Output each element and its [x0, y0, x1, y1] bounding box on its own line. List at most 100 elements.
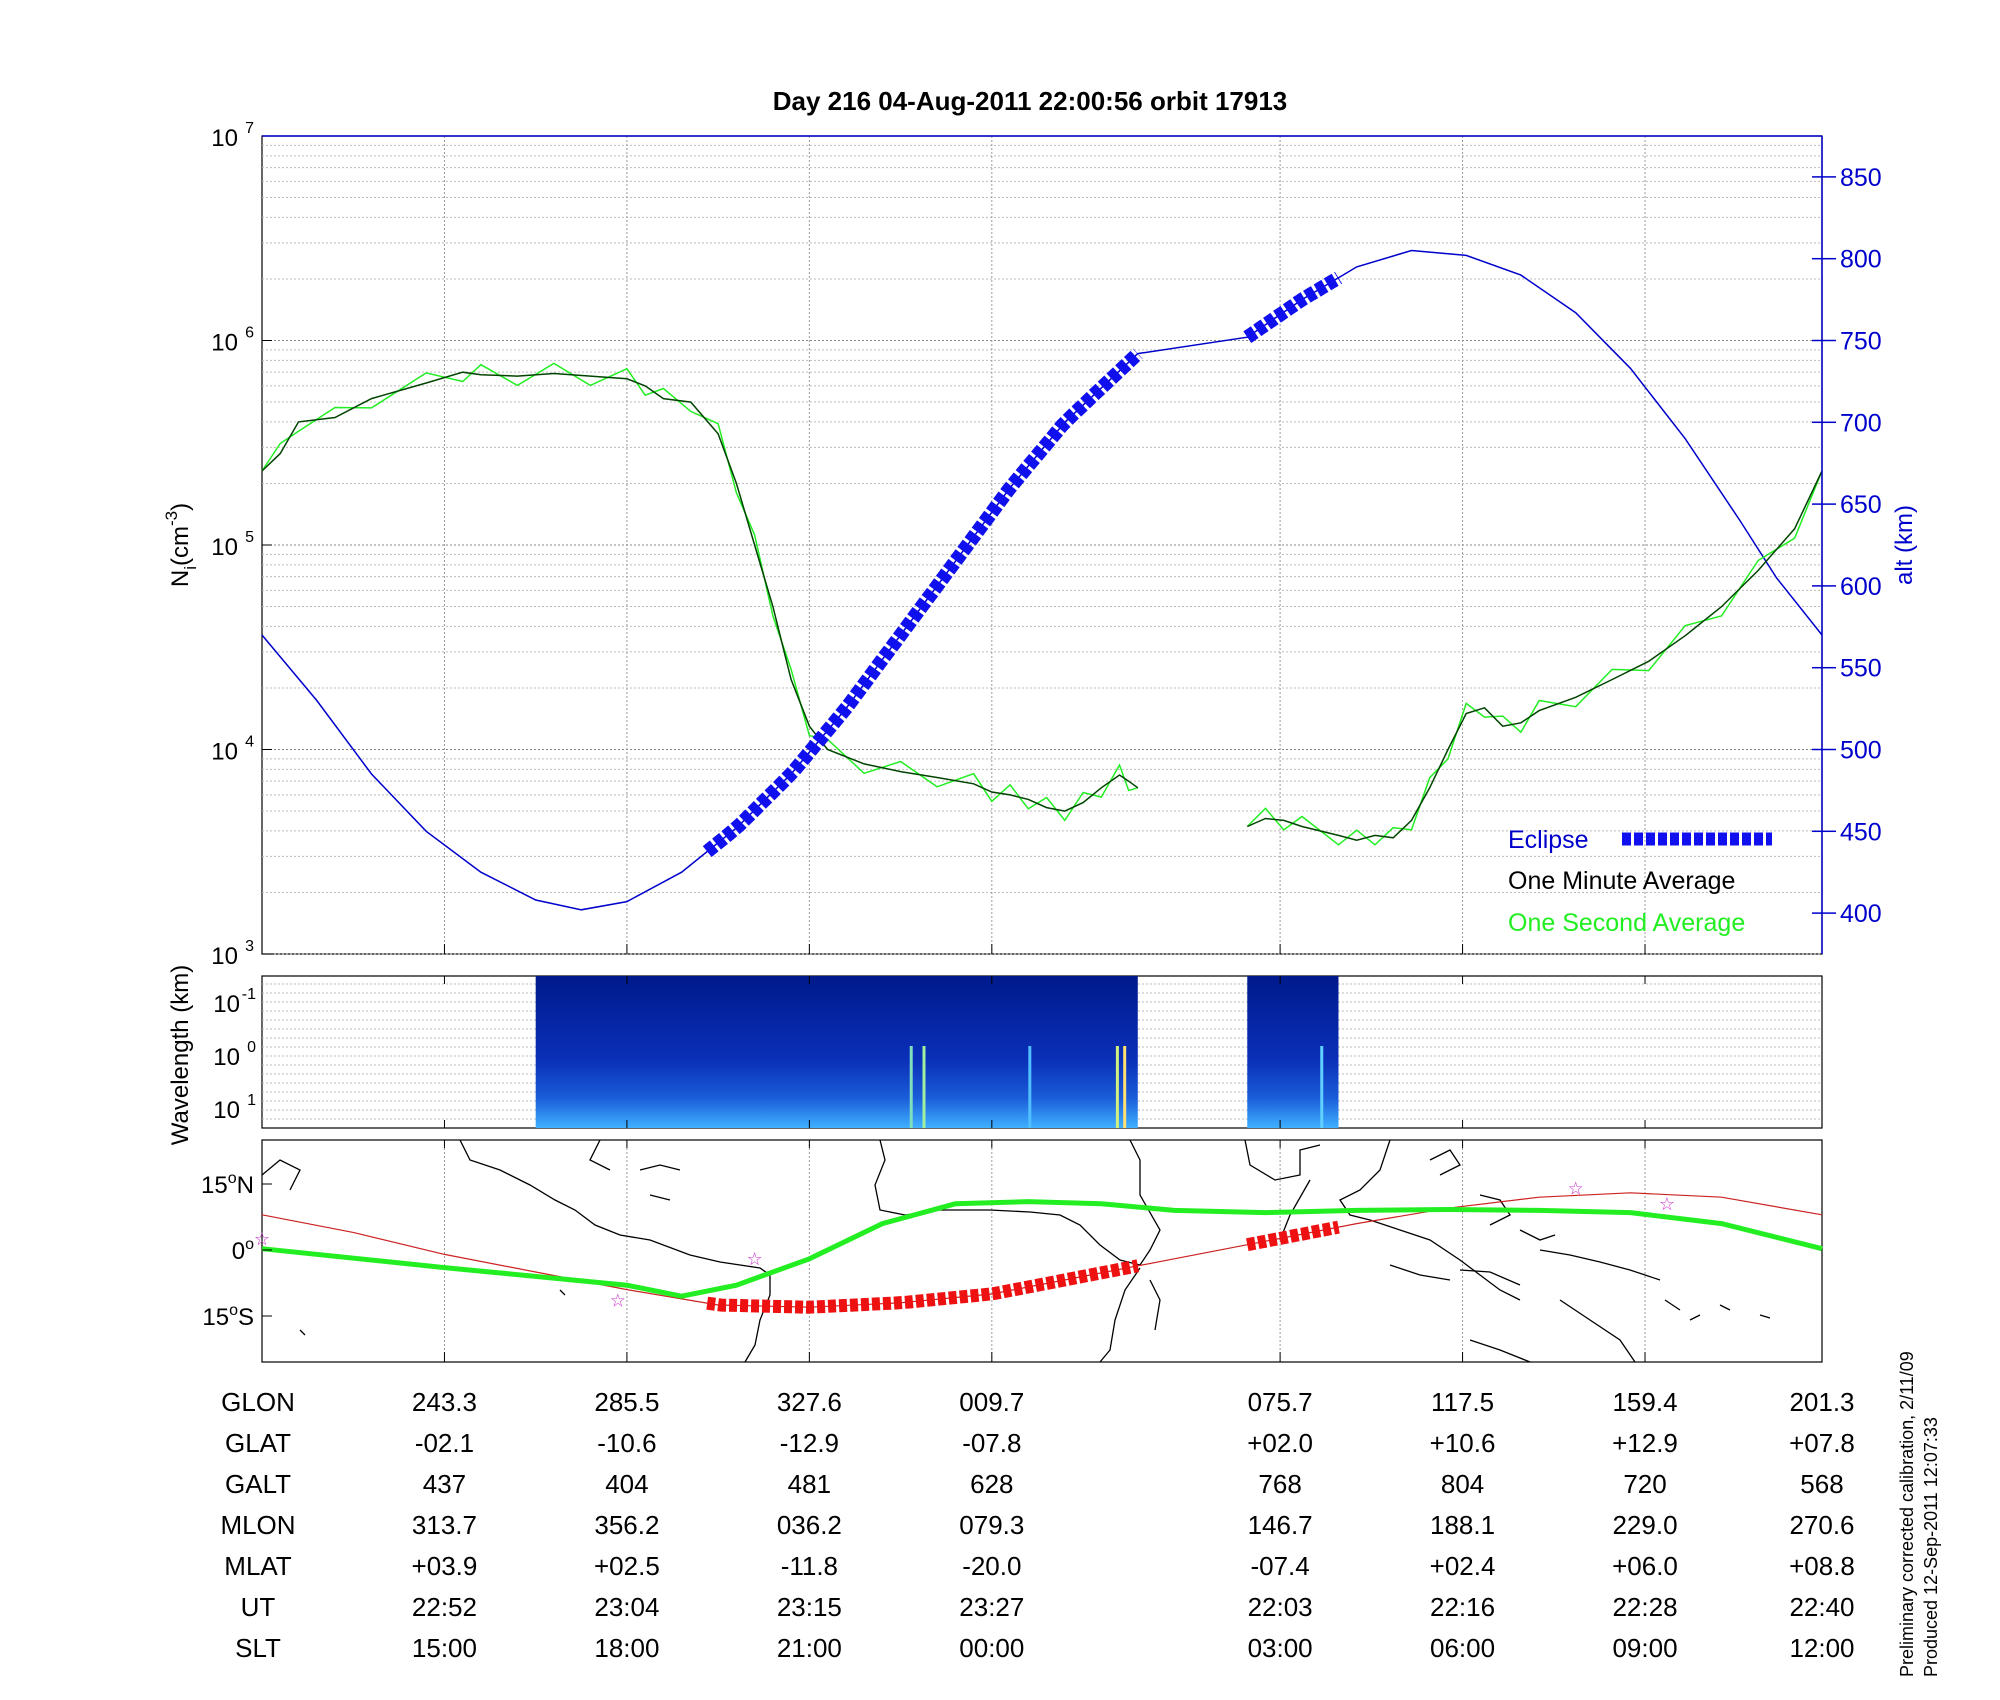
table-cell: 18:00: [594, 1633, 659, 1663]
spec-tick-label: 10: [213, 1044, 240, 1071]
table-cell: -10.6: [597, 1428, 656, 1458]
coastline-asia: [1244, 1139, 1521, 1301]
spec-tick-exponent: 0: [247, 1039, 256, 1056]
coastline-indonesia-australia: [1389, 1229, 1661, 1363]
table-cell: 117.5: [1431, 1387, 1494, 1417]
density-grid: [262, 135, 1822, 955]
table-cell: 146.7: [1248, 1510, 1313, 1540]
spectrogram-y-label: Wavelength (km): [167, 965, 194, 1146]
spec-tick-exponent: 1: [247, 1092, 256, 1109]
table-row-label-ut: UT: [241, 1592, 276, 1622]
table-cell: +12.9: [1612, 1428, 1678, 1458]
table-cell: 06:00: [1430, 1633, 1495, 1663]
alt-tick-label: 450: [1840, 818, 1882, 846]
legend-one-second-label: One Second Average: [1508, 909, 1745, 937]
table-cell: 229.0: [1612, 1510, 1677, 1540]
figure-title: Day 216 04-Aug-2011 22:00:56 orbit 17913: [773, 86, 1288, 116]
table-cell: -02.1: [415, 1428, 474, 1458]
table-cell: +10.6: [1430, 1428, 1496, 1458]
table-cell: 036.2: [777, 1510, 842, 1540]
table-cell: 270.6: [1789, 1510, 1854, 1540]
table-cell: -11.8: [781, 1551, 838, 1581]
eclipse-track-2: [1246, 1220, 1340, 1252]
table-cell: 09:00: [1612, 1633, 1677, 1663]
table-cell: 22:40: [1789, 1592, 1854, 1622]
x-ticks: [443, 944, 1646, 1362]
eclipse-track-1: [706, 1259, 1140, 1314]
table-cell: +02.0: [1247, 1428, 1313, 1458]
spectrogram-streak-6: [1320, 1046, 1324, 1128]
legend-one-minute-label: One Minute Average: [1508, 867, 1735, 895]
star-marker-1: ☆: [254, 1229, 270, 1250]
density-y-label-unit: (cm: [167, 526, 194, 566]
y-tick-label: 10: [211, 125, 238, 152]
spec-tick-label: 10: [213, 991, 240, 1018]
density-panel: 10 3 10 4 10 5 10 6 10 7 400 450 500 550 600 650 700 750…: [162, 120, 1918, 970]
table-cell: 009.7: [959, 1387, 1024, 1417]
density-y-label-base: N: [167, 570, 194, 587]
table-cell: 201.3: [1789, 1387, 1854, 1417]
altitude-y-label: alt (km): [1891, 505, 1918, 585]
table-cell: 327.6: [777, 1387, 842, 1417]
table-cell: +03.9: [412, 1551, 478, 1581]
y-tick-exponent: 4: [245, 734, 254, 751]
table-cell: 720: [1623, 1469, 1666, 1499]
table-cell: 804: [1441, 1469, 1484, 1499]
y-tick-exponent: 3: [245, 938, 254, 955]
spectrogram-streak-2: [922, 1046, 926, 1128]
spectrogram-block-1: [535, 976, 1138, 1128]
legend-eclipse-label: Eclipse: [1508, 826, 1589, 854]
table-cell: 22:16: [1430, 1592, 1495, 1622]
table-cell: 22:03: [1248, 1592, 1313, 1622]
y-tick-exponent: 5: [245, 529, 254, 546]
one-minute-line-2: [1246, 470, 1823, 841]
table-cell: 15:00: [412, 1633, 477, 1663]
table-cell: +08.8: [1789, 1551, 1855, 1581]
alt-tick-label: 800: [1840, 246, 1882, 274]
coastlines: [261, 1139, 1771, 1363]
map-tick-degree: o: [228, 1170, 237, 1187]
map-tick-value: 15: [202, 1304, 229, 1331]
density-y-label: Ni(cm-3): [162, 503, 200, 587]
table-cell: +02.5: [594, 1551, 660, 1581]
footer-produced: Produced 12-Sep-2011 12:07:33: [1921, 1417, 1941, 1677]
table-cell: 079.3: [959, 1510, 1024, 1540]
table-row-label-mlon: MLON: [220, 1510, 295, 1540]
table-cell: 00:00: [959, 1633, 1024, 1663]
table-cell: 03:00: [1248, 1633, 1313, 1663]
table-cell: -12.9: [780, 1428, 839, 1458]
spec-tick-exponent: -1: [242, 986, 256, 1003]
map-tick-value: 0: [232, 1238, 245, 1265]
table-cell: 313.7: [412, 1510, 477, 1540]
table-cell: 243.3: [412, 1387, 477, 1417]
coastline-islands: [299, 1289, 1771, 1336]
table-cell: 285.5: [594, 1387, 659, 1417]
star-marker-2: ☆: [610, 1291, 626, 1312]
alt-tick-label: 750: [1840, 328, 1882, 356]
table-cell: 188.1: [1430, 1510, 1495, 1540]
spectrogram-streak-4: [1115, 1046, 1119, 1128]
table-cell: 22:28: [1612, 1592, 1677, 1622]
table-cell: -07.8: [962, 1428, 1021, 1458]
alt-tick-label: 500: [1840, 737, 1882, 765]
table-cell: +06.0: [1612, 1551, 1678, 1581]
star-marker-4: ☆: [1568, 1178, 1584, 1199]
table-cell: 628: [970, 1469, 1013, 1499]
eclipse-segment-2: [1243, 271, 1343, 343]
table-cell: -07.4: [1250, 1551, 1309, 1581]
map-tick-label: 15oS: [202, 1302, 254, 1331]
table-cell: +07.8: [1789, 1428, 1855, 1458]
alt-tick-label: 850: [1840, 164, 1882, 192]
table-cell: 22:52: [412, 1592, 477, 1622]
orbit-table: GLON GLAT GALT MLON MLAT UT SLT 243.3 -02.1 437 31…: [220, 1387, 1854, 1663]
table-cell: 23:27: [959, 1592, 1024, 1622]
density-y-ticks: 10 3 10 4 10 5 10 6 10 7: [211, 120, 272, 970]
table-cell: +02.4: [1430, 1551, 1496, 1581]
coastline-americas: [261, 1139, 771, 1363]
star-marker-5: ☆: [1659, 1194, 1675, 1215]
table-cell: 12:00: [1789, 1633, 1854, 1663]
table-row-label-glat: GLAT: [225, 1428, 291, 1458]
